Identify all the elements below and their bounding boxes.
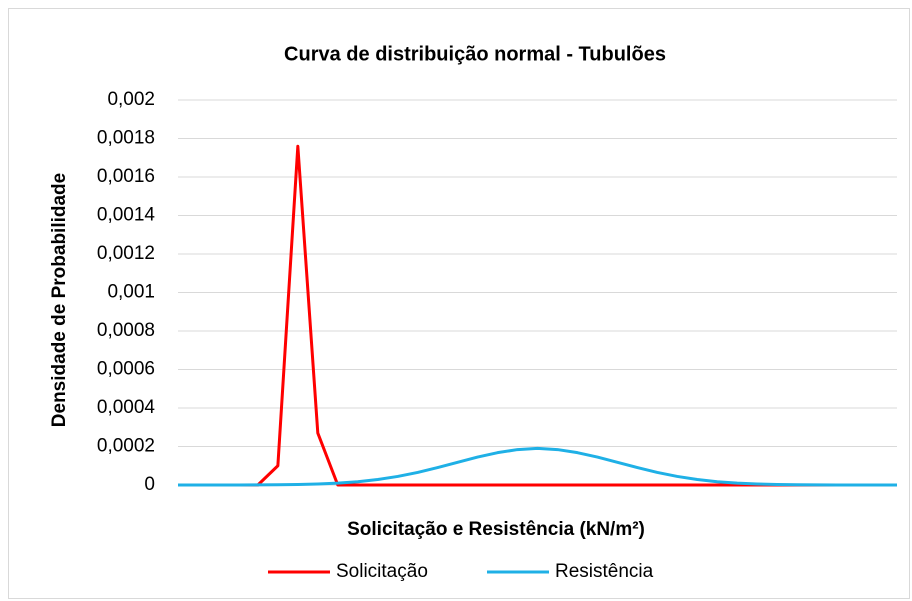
y-tick-label: 0,0004 bbox=[97, 397, 156, 418]
y-tick-label: 0,0008 bbox=[97, 320, 155, 341]
y-tick-label: 0,001 bbox=[107, 282, 155, 303]
y-tick-label: 0,0002 bbox=[97, 436, 155, 457]
y-tick-label: 0,0018 bbox=[97, 128, 155, 149]
y-tick-label: 0,0016 bbox=[97, 166, 155, 187]
y-tick-label: 0,0014 bbox=[97, 205, 156, 226]
y-tick-label: 0,0006 bbox=[97, 359, 155, 380]
legend-label: Solicitação bbox=[336, 561, 428, 582]
y-tick-label: 0,0012 bbox=[97, 243, 155, 264]
y-tick-label: 0 bbox=[144, 474, 155, 495]
y-tick-label: 0,002 bbox=[107, 89, 155, 110]
y-axis-title: Densidade de Probabilidade bbox=[49, 173, 70, 427]
legend-label: Resistência bbox=[555, 561, 654, 582]
x-axis-title: Solicitação e Resistência (kN/m²) bbox=[347, 519, 645, 540]
chart-border bbox=[8, 8, 910, 599]
chart-title: Curva de distribuição normal - Tubulões bbox=[284, 43, 666, 65]
series-line bbox=[178, 446, 897, 487]
